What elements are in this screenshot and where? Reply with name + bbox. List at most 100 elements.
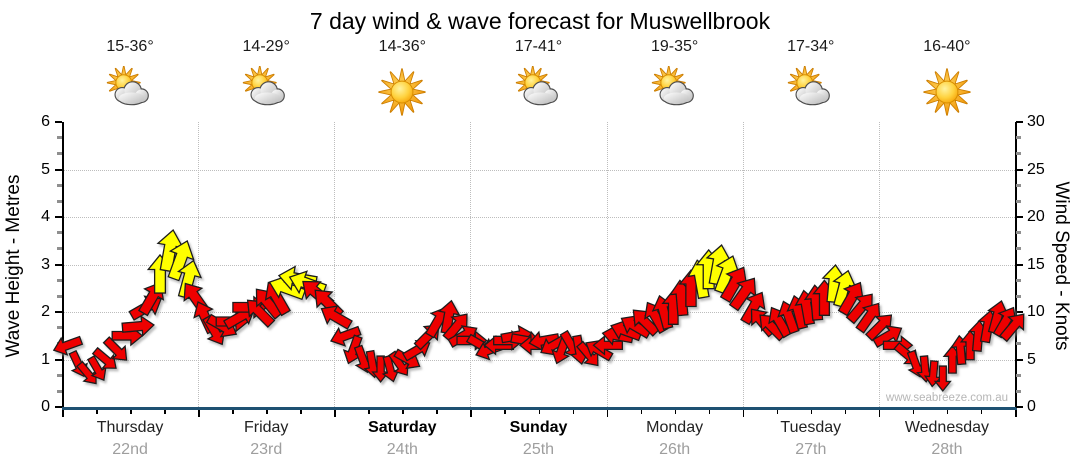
watermark-text: www.seabreeze.com.au: [885, 392, 1008, 404]
wave-axis-minor-tick: [57, 389, 62, 393]
wave-tick-label: 1: [41, 350, 50, 368]
knots-axis-minor-tick: [1016, 342, 1021, 346]
chart-title: 7 day wind & wave forecast for Muswellbr…: [309, 8, 771, 34]
wind-arrow: [176, 259, 203, 300]
knots-tick-label: 0: [1027, 398, 1036, 415]
time-axis-tick: [164, 409, 166, 414]
weather-icon-partly-cloudy: [240, 66, 292, 116]
gridline-vertical: [334, 122, 336, 407]
wind-arrow: [91, 346, 117, 369]
wave-axis-major-tick: [55, 406, 62, 408]
knots-tick-label: 30: [1027, 113, 1045, 130]
knots-tick-label: 5: [1027, 350, 1036, 368]
gridline-vertical: [878, 122, 880, 407]
knots-axis-minor-tick: [1016, 278, 1021, 282]
wave-axis-minor-tick: [57, 183, 62, 187]
wind-arrow: [102, 336, 128, 361]
gridline-horizontal: [62, 312, 1015, 313]
time-axis-tick: [708, 409, 711, 414]
time-axis-tick: [402, 409, 404, 414]
day-name-label: Monday: [646, 419, 704, 436]
left-axis-title: Wave Height - Metres: [3, 174, 24, 358]
wave-tick-label: 2: [41, 303, 50, 320]
day-name-label: Friday: [243, 419, 289, 436]
gridline-vertical: [198, 122, 200, 407]
time-axis-tick: [980, 409, 983, 414]
knots-axis-major-tick: [1016, 358, 1023, 361]
time-axis-tick: [606, 409, 609, 417]
time-axis-tick: [300, 409, 302, 414]
knots-axis-minor-tick: [1016, 152, 1021, 156]
day-name-label: Tuesday: [780, 419, 842, 436]
day-temp-range: 19-35°: [650, 38, 699, 55]
time-axis-tick: [912, 409, 915, 414]
left-axis-line: [62, 122, 64, 407]
knots-axis-major-tick: [1016, 263, 1023, 266]
weather-icon-partly-cloudy: [785, 66, 837, 116]
time-axis-tick: [810, 409, 813, 414]
wave-axis-minor-tick: [57, 199, 62, 203]
bottom-axis-line: [62, 407, 1017, 410]
wind-arrows-svg: [52, 229, 1025, 392]
gridline-horizontal: [62, 169, 1015, 171]
wave-axis-major-tick: [55, 311, 62, 313]
day-name-label: Thursday: [96, 419, 164, 436]
wave-axis-minor-tick: [57, 278, 62, 282]
wave-axis-minor-tick: [57, 326, 62, 330]
knots-axis-minor-tick: [1016, 199, 1021, 203]
knots-tick-label: 15: [1027, 255, 1045, 273]
right-axis-title: Wind Speed - Knots: [1051, 181, 1072, 351]
weather-icon-partly-cloudy: [649, 66, 701, 116]
gridline-horizontal: [62, 217, 1015, 218]
weather-icon-sunny: [921, 66, 973, 116]
time-axis-tick: [96, 409, 98, 414]
wave-axis-minor-tick: [57, 152, 62, 156]
wave-axis-major-tick: [55, 121, 62, 123]
day-name-label: Saturday: [368, 419, 437, 436]
time-axis-tick: [674, 409, 677, 414]
day-date-label: 22nd: [112, 441, 148, 458]
wave-axis-minor-tick: [57, 231, 62, 235]
time-axis-tick: [504, 409, 506, 414]
time-axis-tick: [946, 409, 949, 414]
day-name-label: Sunday: [509, 419, 568, 436]
knots-axis-minor-tick: [1016, 389, 1021, 393]
gridline-vertical: [742, 122, 744, 407]
wave-axis-minor-tick: [57, 247, 62, 251]
wind-arrow: [933, 365, 952, 392]
knots-axis-major-tick: [1016, 311, 1023, 313]
wave-axis-minor-tick: [57, 294, 62, 298]
knots-axis-major-tick: [1016, 216, 1023, 218]
knots-axis-minor-tick: [1016, 136, 1021, 140]
time-axis-tick: [1015, 409, 1017, 417]
wind-arrow: [320, 305, 353, 330]
day-date-label: 25th: [522, 441, 555, 458]
wind-arrow: [52, 335, 84, 356]
knots-axis-minor-tick: [1016, 247, 1021, 251]
day-temp-range: 17-41°: [514, 38, 563, 55]
gridline-vertical: [606, 122, 608, 407]
knots-tick-label: 10: [1027, 303, 1045, 320]
day-date-label: 27th: [795, 441, 827, 458]
time-axis-tick: [232, 409, 234, 414]
time-axis-tick: [742, 409, 745, 417]
wind-arrow: [330, 325, 362, 347]
time-axis-tick: [572, 409, 575, 414]
time-axis-tick: [334, 409, 336, 417]
time-axis-tick: [130, 409, 132, 414]
time-axis-tick: [436, 409, 438, 414]
time-axis-tick: [62, 409, 64, 417]
time-axis-tick: [470, 409, 472, 417]
time-axis-tick: [844, 409, 847, 414]
wind-arrow: [592, 335, 623, 356]
right-axis-line: [1015, 122, 1017, 407]
day-temp-range: 16-40°: [923, 38, 971, 55]
weather-icon-partly-cloudy: [104, 66, 156, 116]
wind-arrow: [999, 313, 1025, 343]
gridline-horizontal: [62, 264, 1015, 266]
time-axis-tick: [538, 409, 540, 414]
day-temp-range: 17-34°: [787, 38, 835, 55]
day-temp-range: 14-36°: [378, 38, 426, 55]
time-axis-tick: [266, 409, 268, 414]
